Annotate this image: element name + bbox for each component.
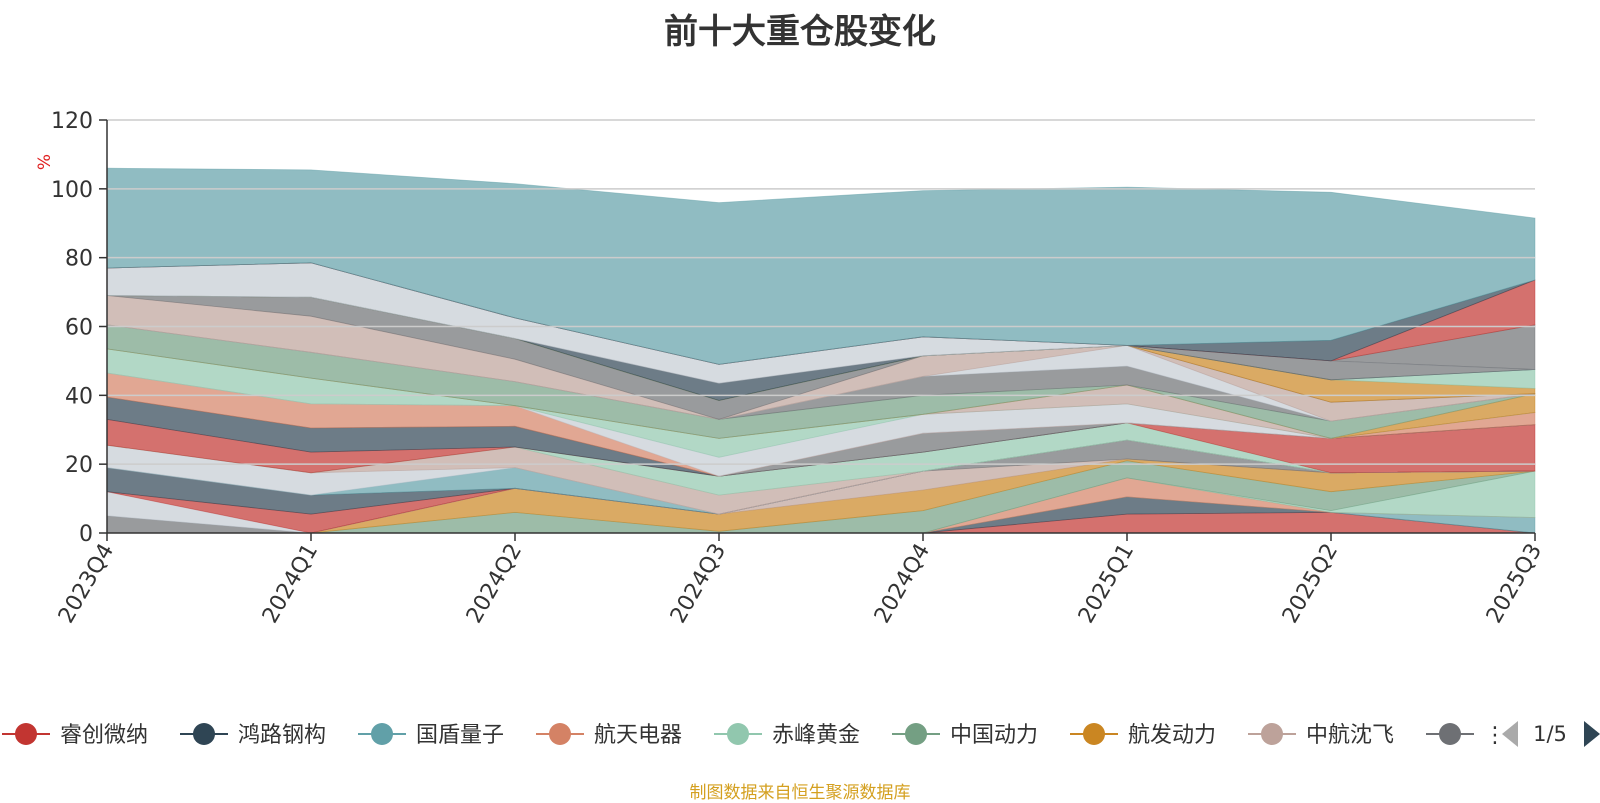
legend-dot-icon xyxy=(1439,723,1461,745)
legend-dot-icon xyxy=(15,723,37,745)
legend-item[interactable]: 中国动力 xyxy=(892,723,1038,748)
legend-label: 航发动力 xyxy=(1128,723,1216,748)
x-tick-label: 2024Q4 xyxy=(870,540,935,628)
legend-label: 中航沈飞 xyxy=(1306,723,1394,748)
legend-page-indicator: 1/5 xyxy=(1533,722,1567,746)
x-tick-label: 2025Q2 xyxy=(1278,540,1343,628)
y-tick-label: 20 xyxy=(65,453,93,478)
legend-label: 航天电器 xyxy=(594,723,682,748)
legend-label: ⋮ xyxy=(1484,723,1506,748)
legend-item[interactable]: 赤峰黄金 xyxy=(714,723,860,748)
y-tick-label: 100 xyxy=(51,178,93,203)
legend-label: 国盾量子 xyxy=(416,723,504,748)
area-series-38 xyxy=(106,167,1536,365)
x-tick-label: 2025Q3 xyxy=(1482,540,1547,628)
legend-next-icon[interactable] xyxy=(1584,721,1600,747)
legend-label: 中国动力 xyxy=(950,723,1038,748)
y-axis-label: % xyxy=(35,154,55,170)
legend-prev-icon[interactable] xyxy=(1502,721,1518,747)
legend-dot-icon xyxy=(1083,723,1105,745)
legend-dot-icon xyxy=(905,723,927,745)
legend-dot-icon xyxy=(1261,723,1283,745)
x-tick-label: 2024Q1 xyxy=(258,540,323,628)
y-tick-label: 80 xyxy=(65,247,93,272)
legend[interactable]: 睿创微纳 鸿路钢构 国盾量子 航天电器 赤峰黄金 中国动力 航发动力 中航沈飞 ⋮ xyxy=(2,723,1506,748)
areas-layer xyxy=(106,167,1536,534)
x-tick-label: 2023Q4 xyxy=(54,540,119,628)
chart-title: 前十大重仓股变化 xyxy=(664,12,936,52)
y-tick-label: 60 xyxy=(65,316,93,341)
legend-item[interactable]: 航天电器 xyxy=(536,723,682,748)
legend-item[interactable]: 鸿路钢构 xyxy=(180,723,326,748)
y-tick-label: 0 xyxy=(79,522,93,547)
legend-dot-icon xyxy=(193,723,215,745)
x-tick-label: 2024Q3 xyxy=(666,540,731,628)
legend-pager[interactable]: 1/5 xyxy=(1502,721,1600,747)
y-tick-label: 40 xyxy=(65,384,93,409)
legend-label: 鸿路钢构 xyxy=(238,723,326,748)
x-tick-label: 2024Q2 xyxy=(462,540,527,628)
grid-layer xyxy=(107,119,1535,465)
source-note: 制图数据来自恒生聚源数据库 xyxy=(689,783,911,803)
legend-item[interactable]: ⋮ xyxy=(1426,723,1506,748)
legend-label: 睿创微纳 xyxy=(60,723,148,748)
legend-item[interactable]: 国盾量子 xyxy=(358,723,504,748)
legend-item[interactable]: 睿创微纳 xyxy=(2,723,148,748)
y-tick-label: 120 xyxy=(51,109,93,134)
legend-dot-icon xyxy=(371,723,393,745)
legend-dot-icon xyxy=(549,723,571,745)
x-tick-label: 2025Q1 xyxy=(1074,540,1139,628)
legend-item[interactable]: 中航沈飞 xyxy=(1248,723,1394,748)
legend-label: 赤峰黄金 xyxy=(772,723,860,748)
legend-dot-icon xyxy=(727,723,749,745)
legend-item[interactable]: 航发动力 xyxy=(1070,723,1216,748)
